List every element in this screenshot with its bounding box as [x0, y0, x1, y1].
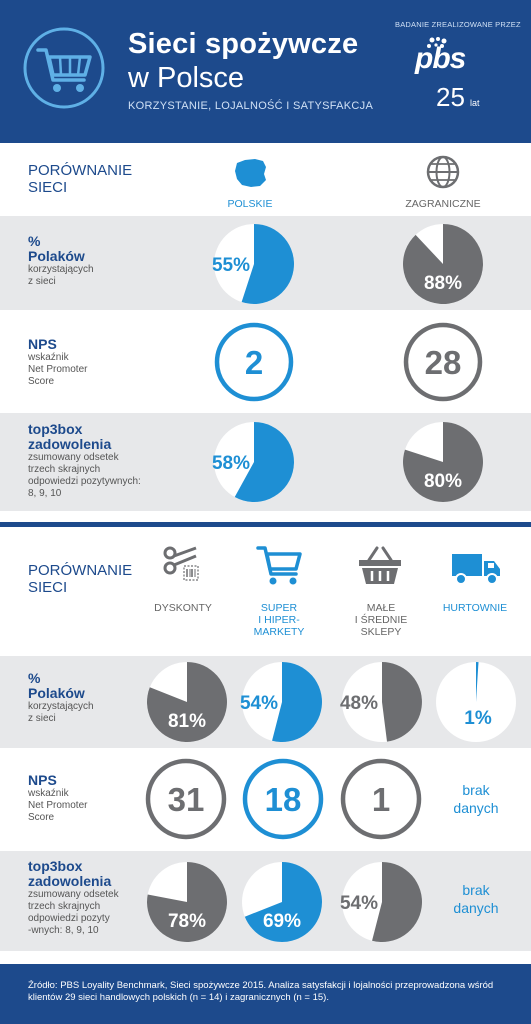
nps-ring-super-hipermarkety: 18	[242, 758, 324, 840]
nps-ring	[340, 758, 422, 840]
pie-usage-super-hipermarkety: 54%	[240, 662, 323, 742]
pie-top3box-polskie: 58%	[212, 422, 295, 502]
pbs-lat: lat	[470, 98, 480, 108]
nps-ring-polskie: 2	[214, 322, 294, 402]
column-label-zagraniczne: ZAGRANICZNE	[405, 198, 481, 210]
pie-usage-dyskonty: 81%	[147, 662, 228, 742]
row-label-top3box: top3box zadowolenia zsumowany odsetek tr…	[28, 858, 119, 937]
pie-value-label: 81%	[168, 711, 206, 732]
pie-top3box-dyskonty: 78%	[147, 862, 228, 942]
pie-slice	[241, 224, 295, 304]
pie-slice	[403, 422, 484, 502]
globe-icon	[426, 155, 460, 189]
pie-value-label: 55%	[212, 255, 250, 276]
pie-usage-hurtownie: 1%	[436, 662, 516, 742]
page-title: Sieci spożywcze	[128, 28, 359, 60]
pie-usage-male-srednie-sklepy: 48%	[340, 662, 422, 742]
row-label-nps: NPS wskaźnik Net Promoter Score	[28, 772, 88, 824]
scissors-barcode-icon	[163, 546, 199, 581]
nps-ring	[145, 758, 227, 840]
pie-slice	[382, 662, 422, 742]
page-title-line2: w Polsce	[128, 62, 245, 94]
pbs-years: 25	[436, 82, 465, 112]
pie-slice	[476, 662, 479, 702]
nps-ring	[242, 758, 324, 840]
pie-slice	[147, 662, 228, 742]
pie-value-label: 1%	[464, 708, 492, 729]
pie-value-label: 69%	[263, 911, 301, 932]
research-note: BADANIE ZREALIZOWANE PRZEZ	[395, 20, 521, 29]
nps-value-label: 28	[425, 344, 462, 381]
column-label-dyskonty: DYSKONTY	[154, 602, 212, 614]
pie-value-label: 54%	[240, 693, 278, 714]
column-label-super-hipermarkety: SUPER I HIPER- MARKETY	[253, 602, 305, 638]
pie-top3box-male-srednie-sklepy: 54%	[340, 862, 423, 942]
pie-value-label: 48%	[340, 693, 378, 714]
column-label-male-srednie-sklepy: MAŁE I ŚREDNIE SKLEPY	[354, 602, 408, 638]
poland-map-icon	[235, 159, 266, 187]
row-label-usage: % Polaków korzystających z sieci	[28, 670, 94, 725]
section2-title: PORÓWNANIE SIECI	[28, 562, 133, 596]
shopping-cart-icon	[256, 546, 302, 585]
truck-icon	[452, 554, 500, 585]
nps-ring-dyskonty: 31	[145, 758, 227, 840]
footer-banner	[0, 964, 531, 1024]
top3box-no-data-hurtownie: brak danych	[453, 882, 499, 916]
pie-value-label: 78%	[168, 911, 206, 932]
pie-slice	[372, 862, 423, 942]
pie-top3box-super-hipermarkety: 69%	[242, 862, 323, 942]
nps-ring-male-srednie-sklepy: 1	[340, 758, 422, 840]
shopping-cart-icon	[23, 27, 105, 109]
pie-value-label: 58%	[212, 453, 250, 474]
section1-title: PORÓWNANIE SIECI	[28, 162, 133, 196]
pie-value-label: 80%	[424, 471, 462, 492]
nps-value-label: 1	[372, 781, 390, 818]
pie-slice	[244, 862, 323, 942]
nps-value-label: 18	[265, 781, 302, 818]
section-divider	[0, 522, 531, 527]
nps-no-data-hurtownie: brak danych	[453, 782, 499, 816]
nps-value-label: 2	[245, 344, 263, 381]
row-label-usage: % Polaków korzystających z sieci	[28, 233, 94, 288]
row-label-top3box: top3box zadowolenia zsumowany odsetek tr…	[28, 421, 141, 500]
nps-ring	[403, 322, 483, 402]
pie-usage-zagraniczne: 88%	[403, 224, 484, 304]
nps-ring-zagraniczne: 28	[403, 322, 483, 402]
pie-value-label: 88%	[424, 273, 462, 294]
pie-top3box-zagraniczne: 80%	[403, 422, 484, 502]
pbs-logo: pbs	[415, 42, 466, 75]
column-label-hurtownie: HURTOWNIE	[442, 602, 508, 614]
pie-slice	[272, 662, 323, 742]
pie-usage-polskie: 55%	[212, 224, 295, 304]
nps-value-label: 31	[168, 781, 205, 818]
nps-ring	[214, 322, 294, 402]
column-label-polskie: POLSKIE	[227, 198, 273, 210]
pbs-dots-icon	[427, 37, 447, 48]
basket-icon	[359, 546, 401, 584]
pie-slice	[403, 224, 484, 304]
pie-slice	[147, 862, 228, 942]
pie-slice	[234, 422, 295, 502]
page-subtitle: KORZYSTANIE, LOJALNOŚĆ I SATYSFAKCJA	[128, 100, 374, 112]
pie-value-label: 54%	[340, 893, 378, 914]
header-banner	[0, 0, 531, 143]
footer-source-text: Źródło: PBS Loyality Benchmark, Sieci sp…	[28, 980, 494, 1003]
row-label-nps: NPS wskaźnik Net Promoter Score	[28, 336, 88, 388]
